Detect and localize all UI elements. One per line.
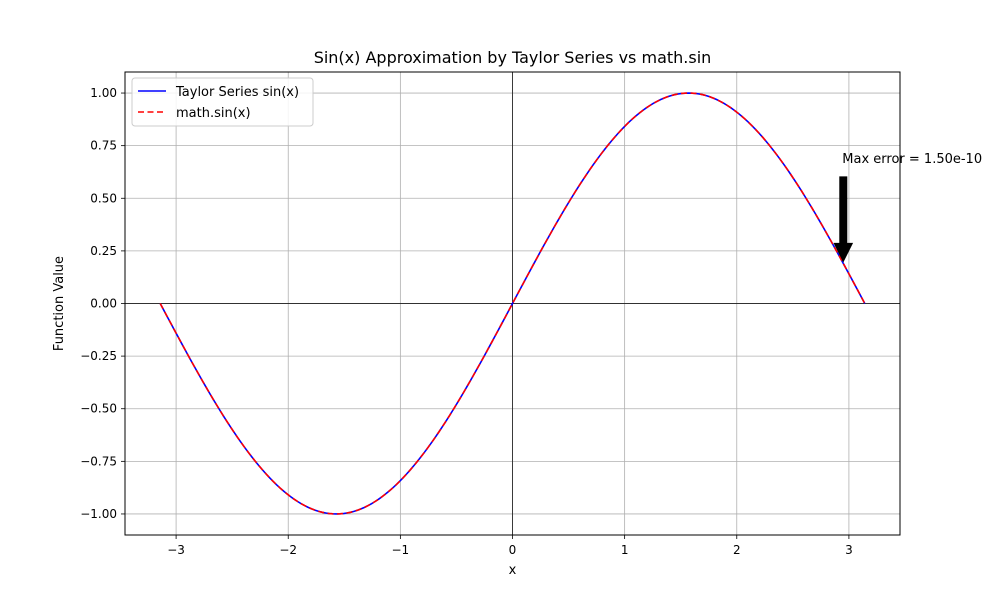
y-tick-label-0: −1.00 <box>80 507 117 521</box>
legend-label-1: math.sin(x) <box>176 106 251 121</box>
y-tick-label-3: −0.25 <box>80 349 117 363</box>
y-tick-label-7: 0.75 <box>90 139 117 153</box>
legend: Taylor Series sin(x) math.sin(x) <box>131 77 314 127</box>
x-tick-label-2: −1 <box>392 543 410 557</box>
y-axis-label: Function Value <box>52 256 67 351</box>
annotation-text: Max error = 1.50e-10 <box>842 152 982 167</box>
y-tick-label-4: 0.00 <box>90 297 117 311</box>
x-tick-label-4: 1 <box>621 543 629 557</box>
x-tick-label-6: 3 <box>845 543 853 557</box>
legend-label-0: Taylor Series sin(x) <box>175 85 299 100</box>
x-axis-label: x <box>509 563 517 578</box>
x-tick-label-5: 2 <box>733 543 741 557</box>
y-tick-label-1: −0.75 <box>80 454 117 468</box>
y-tick-label-2: −0.50 <box>80 402 117 416</box>
legend-box <box>131 77 314 127</box>
y-tick-label-8: 1.00 <box>90 86 117 100</box>
y-axis-ticks: −1.00 −0.75 −0.50 −0.25 0.00 0.25 0.50 0.75 1.00 <box>80 86 125 521</box>
y-tick-label-6: 0.50 <box>90 191 117 205</box>
series <box>159 92 866 515</box>
x-tick-label-0: −3 <box>167 543 185 557</box>
chart-title: Sin(x) Approximation by Taylor Series vs… <box>314 48 712 67</box>
series-line-0 <box>159 92 866 515</box>
annotation-arrow <box>833 176 854 263</box>
y-tick-label-5: 0.25 <box>90 244 117 258</box>
annotation: Max error = 1.50e-10 <box>833 152 982 263</box>
x-tick-label-3: 0 <box>509 543 517 557</box>
x-tick-label-1: −2 <box>279 543 297 557</box>
x-axis-ticks: −3 −2 −1 0 1 2 3 <box>167 535 853 557</box>
